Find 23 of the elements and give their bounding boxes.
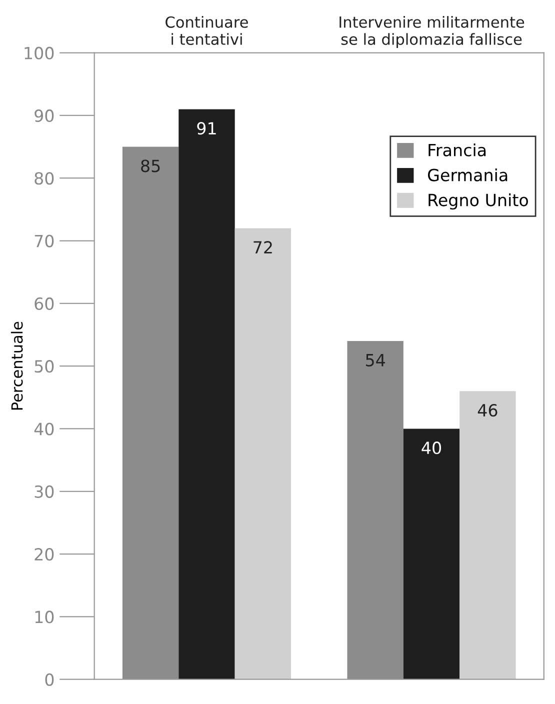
legend-label: Francia bbox=[428, 143, 486, 156]
legend-label: Germania bbox=[428, 168, 508, 182]
data-label: 85 bbox=[141, 160, 160, 172]
y-tick-label: 10 bbox=[35, 610, 54, 624]
data-label: 72 bbox=[254, 241, 272, 254]
y-tick-label: 0 bbox=[45, 673, 54, 686]
y-tick-label: 60 bbox=[34, 297, 54, 310]
data-label: 46 bbox=[478, 404, 498, 417]
y-tick-label: 50 bbox=[34, 360, 54, 373]
data-label: 54 bbox=[366, 354, 385, 366]
x-tick-label: Continuare i tentativi bbox=[166, 16, 248, 45]
y-tick-label: 30 bbox=[34, 485, 54, 498]
y-tick-label: 40 bbox=[34, 422, 54, 436]
y-tick-label: 100 bbox=[24, 46, 54, 60]
legend-label: Regno Unito bbox=[428, 193, 528, 210]
y-axis-title: Percentuale bbox=[10, 322, 23, 410]
y-tick-label: 90 bbox=[34, 109, 54, 122]
data-label: 40 bbox=[422, 442, 442, 454]
x-tick-label: Intervenire militarmente se la diplomazia fallisce bbox=[340, 16, 524, 48]
data-label: 91 bbox=[197, 122, 216, 135]
y-tick-label: 80 bbox=[34, 172, 54, 185]
y-tick-label: 20 bbox=[34, 548, 54, 561]
y-tick-label: 70 bbox=[34, 234, 54, 248]
